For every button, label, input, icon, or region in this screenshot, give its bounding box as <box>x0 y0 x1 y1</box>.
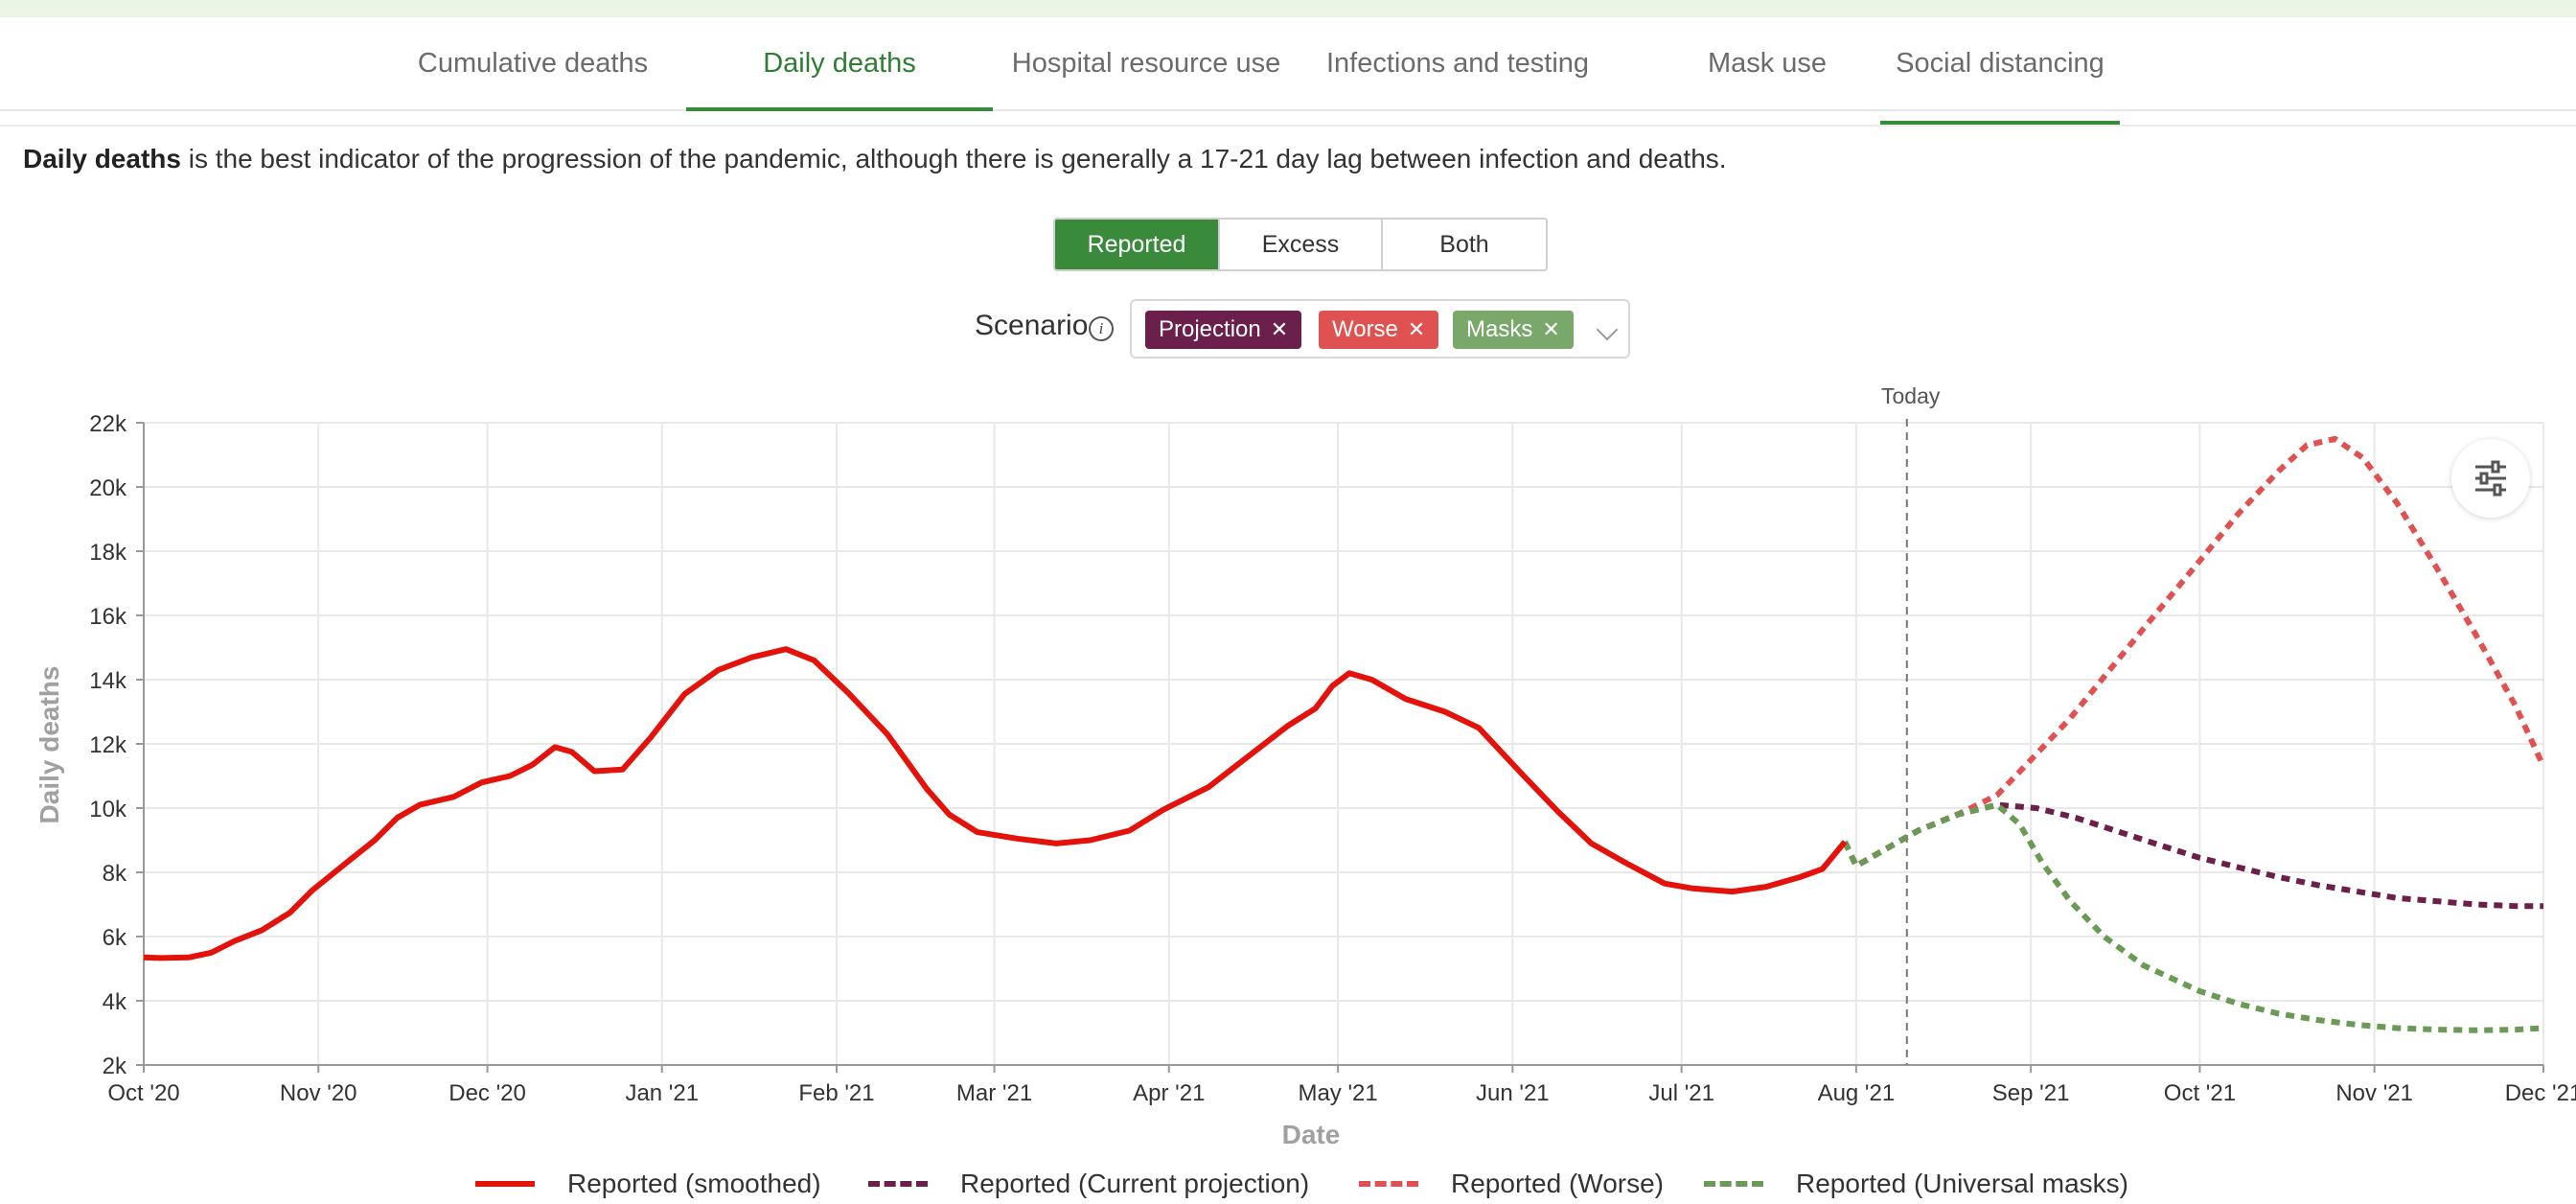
legend-label: Reported (Universal masks) <box>1796 1169 2128 1198</box>
x-tick-label: Jul '21 <box>1648 1080 1714 1106</box>
tab-cumulative-deaths[interactable]: Cumulative deaths <box>399 17 667 109</box>
y-tick-label: 6k <box>103 925 127 951</box>
today-label: Today <box>1881 383 1941 408</box>
scenario-select[interactable]: Projection ✕ Worse ✕ Masks ✕ <box>1130 299 1630 359</box>
y-tick-label: 8k <box>103 861 127 887</box>
chip-masks[interactable]: Masks ✕ <box>1453 311 1574 349</box>
active-tab-indicator <box>686 107 993 111</box>
chip-worse[interactable]: Worse ✕ <box>1319 311 1439 349</box>
daily-deaths-chart: 2k 4k 6k 8k 10k 12k 14k 16k 18k 20k 22k Oct '20 Nov … <box>34 411 2576 1149</box>
x-tick-label: Aug '21 <box>1818 1080 1896 1106</box>
x-tick-label: Oct '21 <box>2164 1080 2236 1106</box>
x-tick-label: Sep '21 <box>1992 1080 2070 1106</box>
close-icon[interactable]: ✕ <box>1407 317 1426 341</box>
close-icon[interactable]: ✕ <box>1270 317 1289 341</box>
y-tick-label: 14k <box>89 668 127 694</box>
divider <box>0 125 2576 127</box>
measure-toggle: Reported Excess Both <box>1053 218 1548 271</box>
tab-bar: Cumulative deaths Daily deaths Hospital … <box>0 17 2576 125</box>
legend-label: Reported (Worse) <box>1451 1169 1665 1198</box>
y-tick-label: 22k <box>89 411 127 437</box>
x-tick-label: Jan '21 <box>625 1080 699 1106</box>
x-tick-label: Oct '20 <box>107 1080 179 1106</box>
y-tick-label: 16k <box>89 604 127 630</box>
chart-legend: Reported (smoothed) Reported (Current pr… <box>0 1164 2576 1204</box>
x-axis-title: Date <box>1282 1120 1341 1149</box>
tab-social-distancing[interactable]: Social distancing <box>1880 17 2120 125</box>
x-tick-label: Dec '21 <box>2505 1080 2576 1106</box>
tab-infections-and-testing[interactable]: Infections and testing <box>1300 17 1616 109</box>
y-tick-label: 18k <box>89 540 127 566</box>
y-tick-label: 20k <box>89 475 127 501</box>
legend-item-current-projection[interactable]: Reported (Current projection) <box>868 1164 1309 1204</box>
x-tick-label: Mar '21 <box>956 1080 1032 1106</box>
info-circle-icon[interactable]: i <box>1089 316 1114 341</box>
legend-swatch <box>1704 1181 1763 1187</box>
x-tick-label: Feb '21 <box>798 1080 874 1106</box>
y-tick-label: 12k <box>89 732 127 758</box>
x-tick-label: Jun '21 <box>1476 1080 1550 1106</box>
x-tick-label: Dec '20 <box>448 1080 526 1106</box>
tab-mask-use[interactable]: Mask use <box>1616 17 1919 109</box>
legend-swatch <box>475 1181 535 1187</box>
chip-projection[interactable]: Projection ✕ <box>1145 311 1302 349</box>
intro-bold: Daily deaths <box>23 144 181 174</box>
legend-item-reported-smoothed[interactable]: Reported (smoothed) <box>475 1164 821 1204</box>
tab-indicator <box>1880 121 2120 125</box>
sliders-icon <box>2475 460 2506 497</box>
toggle-excess-button[interactable]: Excess <box>1218 220 1381 269</box>
y-tick-label: 2k <box>103 1054 127 1079</box>
chip-label: Worse <box>1332 316 1398 342</box>
close-icon[interactable]: ✕ <box>1542 317 1560 341</box>
legend-swatch <box>868 1181 928 1187</box>
tab-label: Infections and testing <box>1325 48 1590 79</box>
series-line-reported-worse <box>1842 435 2546 869</box>
legend-label: Reported (smoothed) <box>567 1169 821 1198</box>
legend-label: Reported (Current projection) <box>960 1169 1310 1198</box>
legend-swatch <box>1359 1181 1418 1187</box>
tab-label: Hospital resource use <box>1011 48 1281 79</box>
top-banner-strip <box>0 0 2576 17</box>
y-axis-title: Daily deaths <box>34 666 64 824</box>
legend-item-universal-masks[interactable]: Reported (Universal masks) <box>1704 1164 2128 1204</box>
chip-label: Masks <box>1466 316 1533 342</box>
intro-body: is the best indicator of the progression… <box>180 144 1727 174</box>
chart-settings-button[interactable] <box>2451 439 2530 518</box>
scenario-label: Scenario <box>975 310 1089 341</box>
tab-label: Social distancing <box>1896 48 2104 79</box>
intro-text: Daily deaths is the best indicator of th… <box>23 144 1727 174</box>
x-tick-label: Nov '20 <box>280 1080 357 1106</box>
tab-label: Daily deaths <box>763 48 916 79</box>
tab-label: Mask use <box>1707 48 1828 79</box>
chip-label: Projection <box>1159 316 1261 342</box>
toggle-both-button[interactable]: Both <box>1381 220 1546 269</box>
tab-daily-deaths[interactable]: Daily deaths <box>686 17 993 111</box>
x-tick-label: Nov '21 <box>2335 1080 2413 1106</box>
x-tick-label: Apr '21 <box>1133 1080 1205 1106</box>
legend-item-worse[interactable]: Reported (Worse) <box>1359 1164 1664 1204</box>
tab-label: Cumulative deaths <box>417 48 649 79</box>
tab-hospital-resource-use[interactable]: Hospital resource use <box>993 17 1300 109</box>
y-tick-label: 4k <box>103 989 127 1015</box>
toggle-reported-button[interactable]: Reported <box>1055 220 1218 269</box>
x-tick-label: May '21 <box>1298 1080 1377 1106</box>
series-line-reported-universal-masks <box>1842 801 2544 1033</box>
series-line-reported-smoothed <box>143 646 1848 961</box>
chevron-down-icon[interactable] <box>1596 318 1619 341</box>
y-tick-label: 10k <box>89 797 127 822</box>
